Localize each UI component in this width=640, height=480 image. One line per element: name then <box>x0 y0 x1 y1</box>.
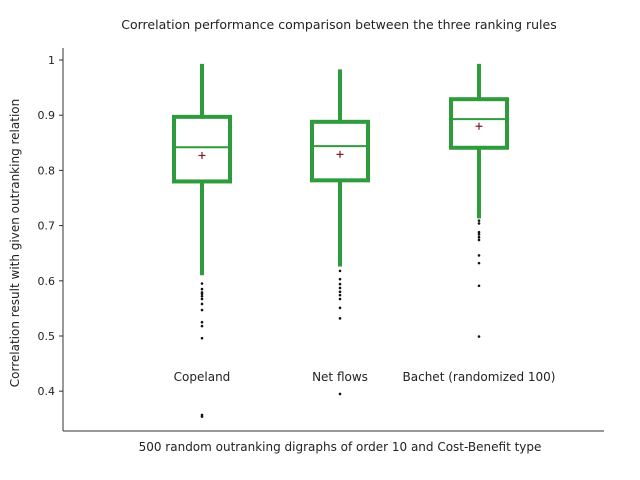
outlier-point <box>477 335 481 338</box>
outlier-point <box>338 282 342 286</box>
outlier-point <box>200 320 204 324</box>
category-label: Bachet (randomized 100) <box>403 370 556 384</box>
outlier-point <box>200 287 204 291</box>
outlier-point <box>477 219 481 222</box>
outlier-point <box>477 261 481 265</box>
box-series: Copeland <box>172 63 232 418</box>
outlier-point <box>477 235 481 239</box>
outlier-point <box>338 317 342 320</box>
outlier-point <box>200 297 204 301</box>
outlier-point <box>477 254 481 257</box>
x-axis-label: 500 random outranking digraphs of order … <box>139 440 542 454</box>
outlier-point <box>477 230 481 234</box>
outlier-point <box>200 302 204 306</box>
iqr-box <box>449 97 509 150</box>
outlier-point <box>200 308 204 312</box>
outlier-point <box>477 233 481 236</box>
outlier-point <box>200 415 204 418</box>
outlier-point <box>338 293 342 297</box>
category-label: Net flows <box>312 370 368 384</box>
y-tick-label: 0.6 <box>38 275 56 288</box>
outlier-point <box>338 269 342 273</box>
y-tick-label: 0.5 <box>38 330 56 343</box>
outlier-point <box>477 222 481 225</box>
outlier-point <box>338 392 342 396</box>
outlier-point <box>338 277 342 281</box>
outlier-point <box>200 294 204 298</box>
outlier-point <box>200 324 204 328</box>
outlier-point <box>338 290 342 294</box>
chart-title: Correlation performance comparison betwe… <box>121 17 556 32</box>
y-tick-label: 0.9 <box>38 109 56 122</box>
y-tick-label: 1 <box>48 54 55 67</box>
iqr-box <box>310 119 370 183</box>
y-tick-label: 0.8 <box>38 164 56 177</box>
category-label: Copeland <box>174 370 231 384</box>
outlier-point <box>338 306 342 310</box>
y-tick-label: 0.4 <box>38 385 56 398</box>
outlier-point <box>477 284 481 288</box>
outlier-point <box>200 336 204 340</box>
outlier-point <box>338 286 342 290</box>
y-axis-ticks: 0.4 0.5 0.6 0.7 0.8 0.9 1 <box>38 54 63 398</box>
box-series: Bachet (randomized 100) <box>403 63 556 384</box>
outlier-point <box>200 292 204 296</box>
y-axis-label: Correlation result with given outranking… <box>8 99 22 387</box>
box-series-group: Copeland Net flows Bachet (randomized 100) <box>172 63 556 418</box>
y-tick-label: 0.7 <box>38 220 56 233</box>
box-series: Net flows <box>310 69 370 396</box>
outlier-point <box>200 282 204 285</box>
iqr-box <box>172 114 232 184</box>
outlier-point <box>338 297 342 301</box>
outlier-point <box>477 238 481 242</box>
